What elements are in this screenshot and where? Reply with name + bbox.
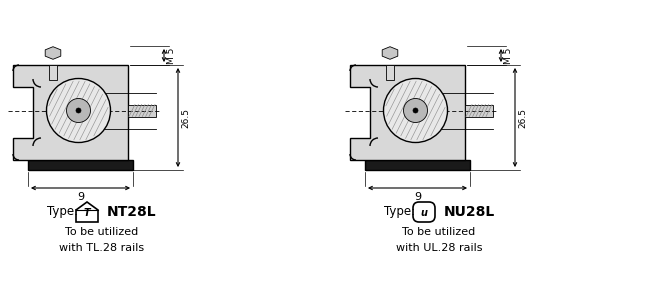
Text: 26.5: 26.5 (518, 107, 527, 127)
Bar (28, 160, 133, 170)
Bar (128, 105, 156, 116)
Text: 26.5: 26.5 (181, 107, 190, 127)
Bar (49, 65, 57, 80)
Text: Type:: Type: (384, 206, 415, 219)
Polygon shape (13, 65, 128, 160)
Text: To be utilized: To be utilized (65, 227, 139, 237)
Text: u: u (421, 208, 428, 218)
FancyBboxPatch shape (370, 65, 465, 160)
Text: T: T (84, 208, 90, 218)
Text: with UL.28 rails: with UL.28 rails (396, 243, 482, 253)
Polygon shape (45, 47, 61, 59)
Circle shape (76, 108, 81, 113)
Text: NT28L: NT28L (107, 205, 157, 219)
Text: NU28L: NU28L (444, 205, 495, 219)
Text: 9: 9 (414, 192, 421, 202)
Text: Type:: Type: (47, 206, 78, 219)
Bar (386, 65, 394, 80)
Bar (365, 160, 470, 170)
Polygon shape (382, 47, 398, 59)
Bar (465, 105, 493, 116)
Text: with TL.28 rails: with TL.28 rails (59, 243, 145, 253)
Polygon shape (350, 65, 465, 160)
Text: To be utilized: To be utilized (402, 227, 476, 237)
FancyBboxPatch shape (33, 65, 128, 160)
Circle shape (66, 98, 90, 122)
Circle shape (413, 108, 418, 113)
Text: 9: 9 (77, 192, 84, 202)
Circle shape (46, 78, 111, 142)
Text: M 5: M 5 (167, 47, 176, 64)
Text: M 5: M 5 (504, 47, 513, 64)
Circle shape (404, 98, 428, 122)
Circle shape (383, 78, 447, 142)
